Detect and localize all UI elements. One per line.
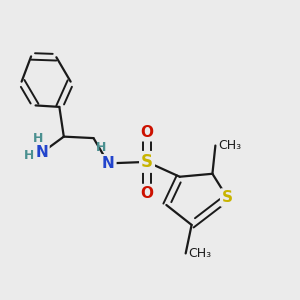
Text: H: H [96,140,106,154]
Text: H: H [24,149,34,162]
Text: N: N [102,156,115,171]
Text: S: S [141,153,153,171]
Text: H: H [33,132,44,145]
Text: CH₃: CH₃ [189,247,212,260]
Text: S: S [222,190,233,205]
Text: CH₃: CH₃ [218,139,242,152]
Text: O: O [140,125,154,140]
Text: N: N [35,146,48,160]
Text: O: O [140,186,154,201]
